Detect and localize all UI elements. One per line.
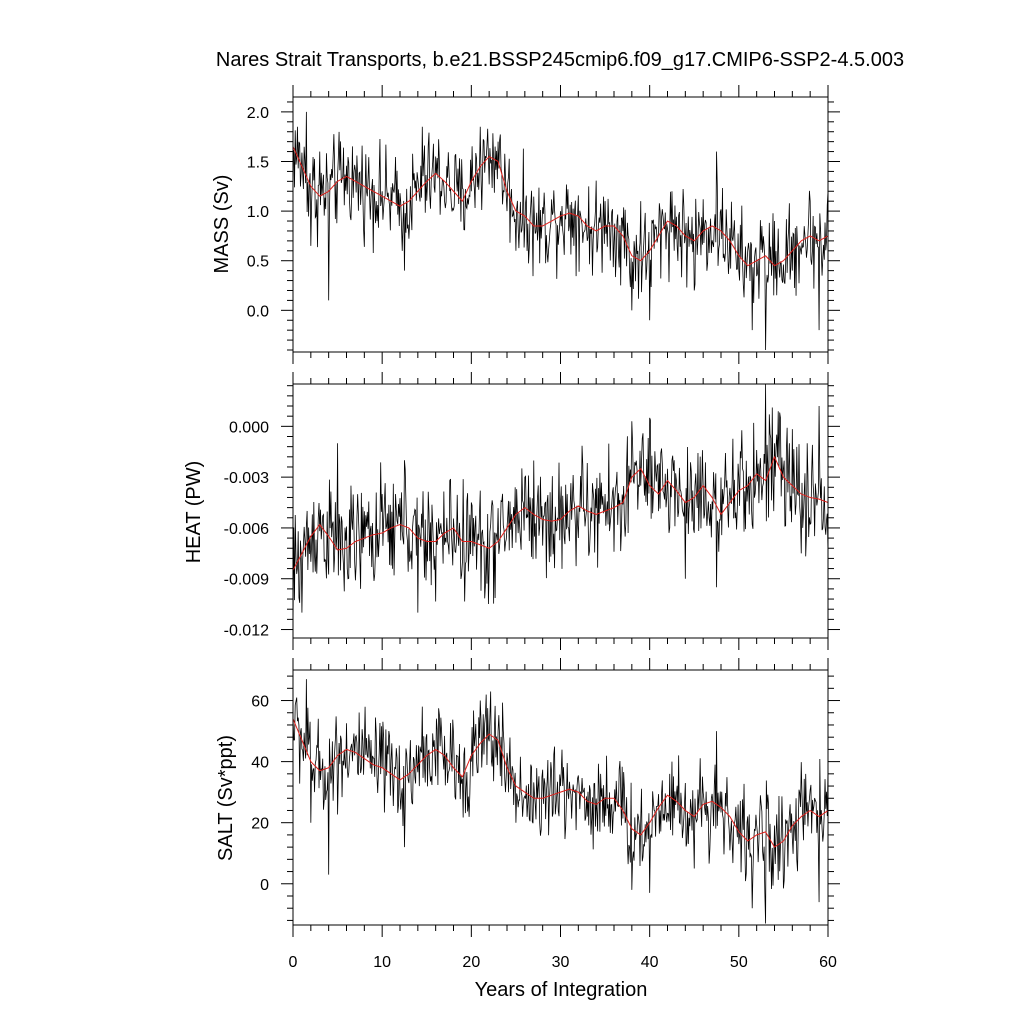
ytick-label-mass: 1.0 [247,204,269,221]
ytick-label-salt: 60 [251,694,269,711]
ytick-label-mass: 0.0 [247,303,269,320]
series-raw-heat [293,384,828,630]
ytick-label-mass: 0.5 [247,254,269,271]
ytick-label-heat: -0.003 [224,470,269,487]
xtick-label: 0 [289,954,298,971]
series-raw-salt [293,679,828,924]
series-smooth-heat [293,456,828,571]
ytick-label-heat: -0.009 [224,572,269,589]
xtick-label: 50 [730,954,748,971]
xtick-label: 20 [462,954,480,971]
ytick-label-salt: 40 [251,755,269,772]
panel-heat: 0.000 -0.003 -0.006 -0.009 -0.012 [224,372,840,650]
xlabel: Years of Integration [475,979,648,1001]
panel-mass: 2.0 1.5 1.0 0.5 0.0 [247,85,840,364]
xtick-label: 10 [373,954,391,971]
ylabel-heat: HEAT (PW) [183,461,205,564]
ylabel-salt: SALT (Sv*ppt) [215,735,237,861]
ytick-label-mass: 2.0 [247,105,269,122]
chart-title: Nares Strait Transports, b.e21.BSSP245cm… [216,49,904,71]
ytick-label-salt: 0 [260,877,269,894]
series-smooth-mass [293,146,828,267]
xtick-label: 30 [552,954,570,971]
xtick-label: 40 [641,954,659,971]
series-smooth-salt [293,718,828,848]
ytick-label-heat: -0.006 [224,521,269,538]
xtick-label: 60 [819,954,837,971]
series-raw-mass [293,111,828,351]
ytick-label-heat: -0.012 [224,623,269,640]
panel-salt: 60 40 20 0 0 10 20 30 40 50 60 [251,658,840,971]
ytick-label-heat: 0.000 [229,419,269,436]
ytick-label-mass: 1.5 [247,154,269,171]
ytick-label-salt: 20 [251,816,269,833]
axes-frame-salt [292,669,829,926]
ylabel-mass: MASS (Sv) [211,175,233,274]
